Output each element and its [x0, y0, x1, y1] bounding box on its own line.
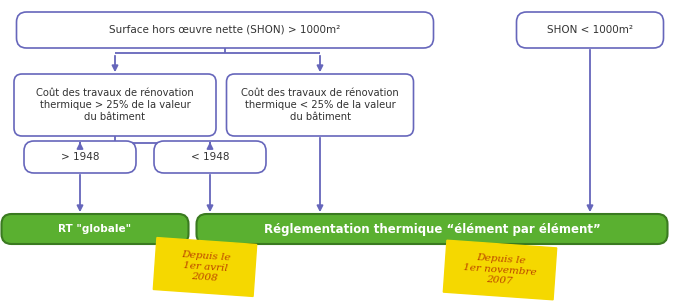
Text: Réglementation thermique “élément par élément”: Réglementation thermique “élément par él… — [263, 223, 600, 235]
Text: Surface hors œuvre nette (SHON) > 1000m²: Surface hors œuvre nette (SHON) > 1000m² — [110, 25, 341, 35]
Text: Coût des travaux de rénovation
thermique > 25% de la valeur
du bâtiment: Coût des travaux de rénovation thermique… — [36, 88, 194, 122]
Text: < 1948: < 1948 — [191, 152, 230, 162]
FancyBboxPatch shape — [24, 141, 136, 173]
FancyBboxPatch shape — [14, 74, 216, 136]
FancyBboxPatch shape — [227, 74, 414, 136]
Polygon shape — [443, 240, 556, 300]
Text: RT "globale": RT "globale" — [58, 224, 131, 234]
Text: Depuis le
1er avril
2008: Depuis le 1er avril 2008 — [179, 250, 231, 284]
Text: SHON < 1000m²: SHON < 1000m² — [547, 25, 633, 35]
Polygon shape — [153, 238, 257, 296]
FancyBboxPatch shape — [196, 214, 668, 244]
Text: Depuis le
1er novembre
2007: Depuis le 1er novembre 2007 — [462, 253, 538, 287]
Text: > 1948: > 1948 — [61, 152, 100, 162]
FancyBboxPatch shape — [154, 141, 266, 173]
FancyBboxPatch shape — [517, 12, 663, 48]
Text: Coût des travaux de rénovation
thermique < 25% de la valeur
du bâtiment: Coût des travaux de rénovation thermique… — [241, 88, 399, 122]
FancyBboxPatch shape — [16, 12, 433, 48]
FancyBboxPatch shape — [1, 214, 188, 244]
